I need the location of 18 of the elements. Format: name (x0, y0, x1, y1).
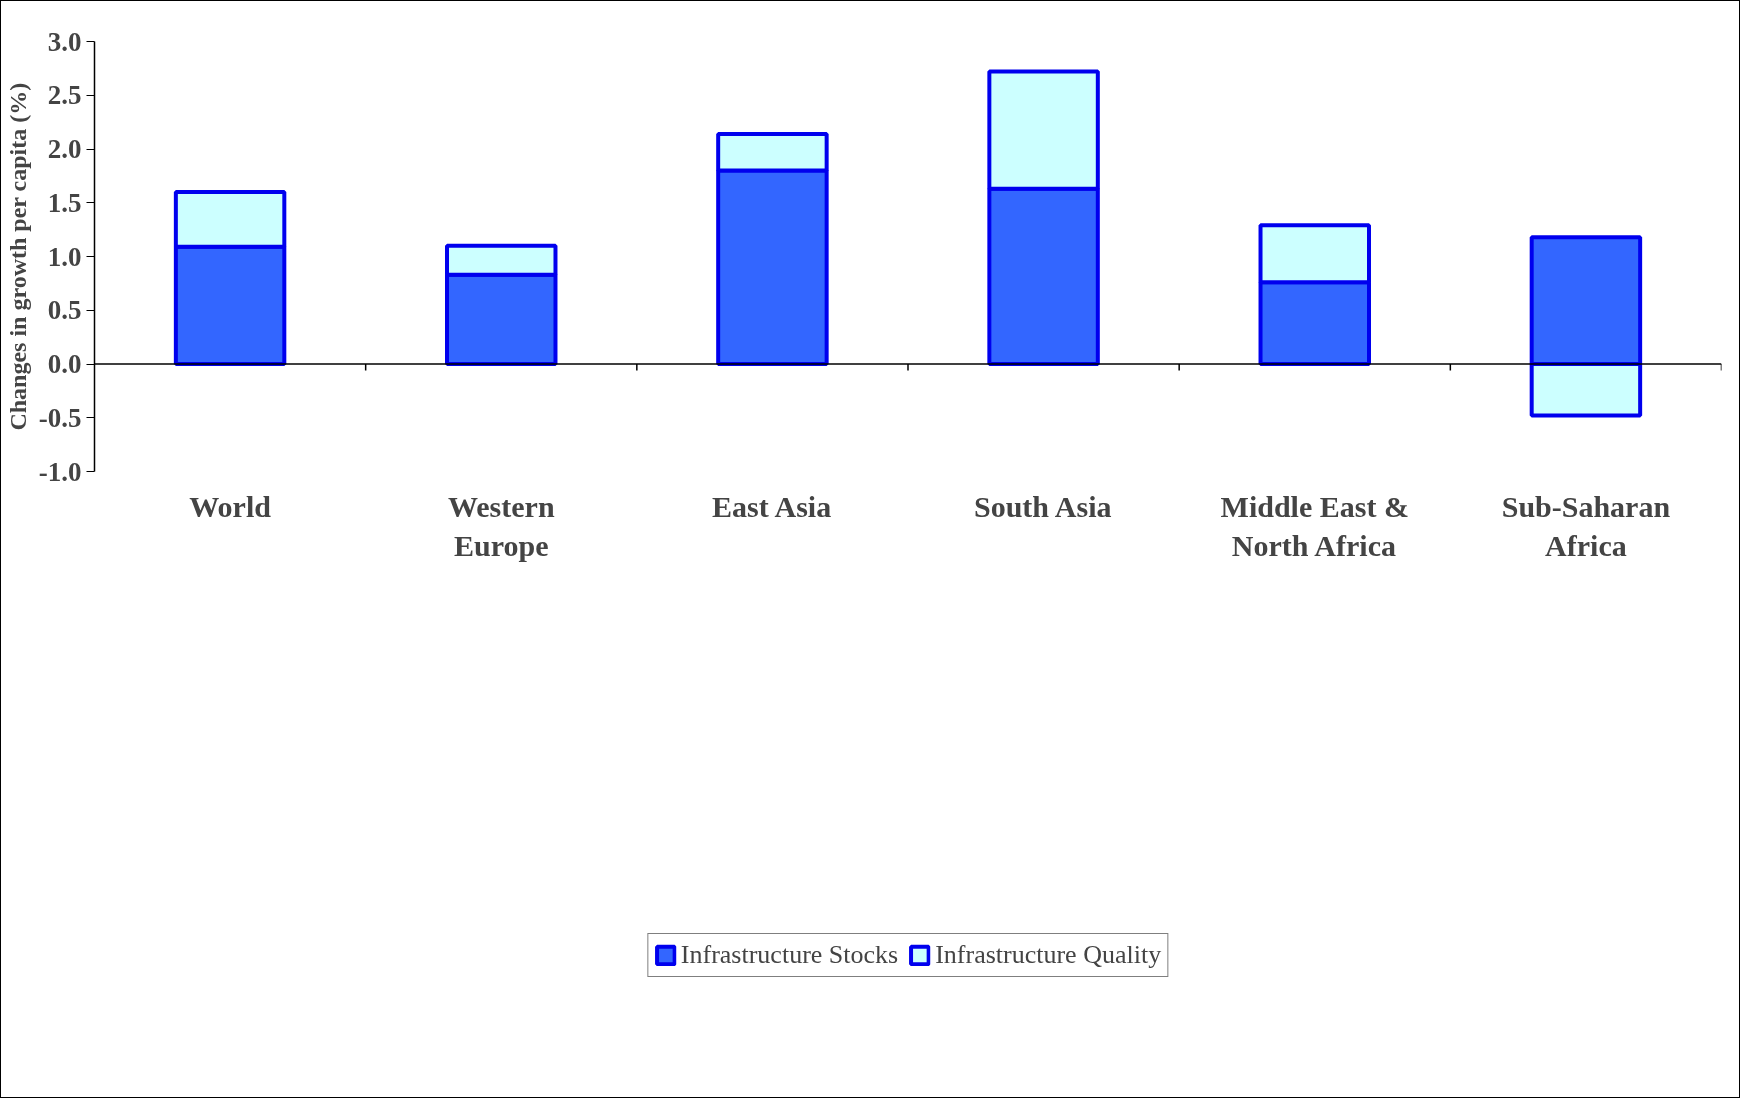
x-tick-label: Sub-Saharan Africa (1501, 489, 1671, 563)
y-tick-label: 0.0 (47, 349, 82, 379)
y-tick-label: 0.5 (47, 295, 82, 326)
y-tick-label: 1.0 (47, 241, 82, 272)
x-tick-label: World (189, 489, 272, 523)
y-tick-label: 2.0 (47, 134, 82, 164)
legend-label: Infrastructure Stocks (680, 939, 899, 970)
x-tick-label: Western Europe (447, 489, 555, 563)
x-tick-label: South Asia (973, 489, 1112, 523)
y-tick-label: 2.5 (47, 80, 82, 111)
y-tick-label: -1.0 (38, 456, 82, 487)
y-axis-title: Changes in growth per capita (%) (4, 82, 31, 431)
x-tick-label: East Asia (711, 489, 832, 523)
y-tick-label: 1.5 (47, 187, 82, 218)
y-tick-label: 3.0 (47, 26, 82, 57)
legend-label: Infrastructure Quality (935, 939, 1162, 970)
y-tick-label: -0.5 (38, 402, 82, 433)
x-tick-label: Middle East & North Africa (1220, 489, 1409, 563)
